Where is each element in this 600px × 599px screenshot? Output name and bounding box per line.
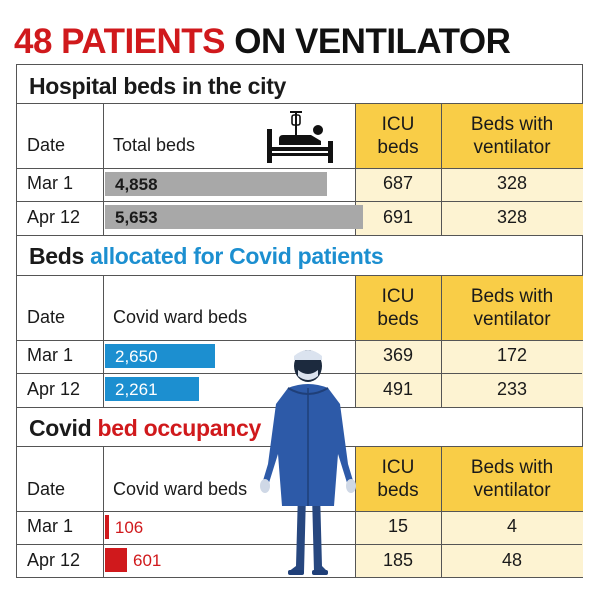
bar-occupancy-apr-12 <box>105 548 127 572</box>
divider <box>17 168 582 169</box>
section-3-title: Covid bed occupancy <box>29 415 261 442</box>
title-highlight: bed occupancy <box>97 415 262 441</box>
divider <box>17 235 582 236</box>
title-part: Beds <box>29 243 91 269</box>
col-divider <box>103 447 104 577</box>
ventilator-value: 172 <box>496 345 528 365</box>
hospital-bed-icon <box>267 111 333 163</box>
col-header-covid-ward-beds: Covid ward beds <box>113 307 248 327</box>
divider <box>17 275 582 276</box>
section-1-title: Hospital beds in the city <box>29 73 287 99</box>
col-divider <box>103 276 104 407</box>
icu-value: 687 <box>382 173 414 193</box>
col-header-ventilator: Beds with ventilator <box>470 114 554 158</box>
data-highlight <box>355 341 583 407</box>
infographic-frame: Hospital beds in the city Date Total bed… <box>16 64 583 578</box>
col-header-icu: ICU beds <box>377 286 419 330</box>
col-divider <box>355 104 356 235</box>
row-date: Mar 1 <box>27 173 74 193</box>
headline-rest: ON VENTILATOR <box>225 22 511 61</box>
bar-occupancy-mar-1 <box>105 515 109 539</box>
col-header-icu: ICU beds <box>377 457 419 501</box>
row-date: Apr 12 <box>27 379 81 399</box>
bar-covid-beds-apr-12 <box>105 377 199 401</box>
bar-total-beds-mar-1 <box>105 172 327 196</box>
col-header-date: Date <box>27 479 66 499</box>
col-divider <box>355 276 356 407</box>
col-header-total-beds: Total beds <box>113 135 196 155</box>
bar-label: 4,858 <box>115 175 158 194</box>
title-part: Covid <box>29 415 98 441</box>
icu-value: 185 <box>382 550 414 570</box>
col-header-date: Date <box>27 307 66 327</box>
row-date: Apr 12 <box>27 207 81 227</box>
bar-covid-beds-mar-1 <box>105 344 215 368</box>
row-date: Mar 1 <box>27 345 74 365</box>
col-header-ventilator: Beds with ventilator <box>470 457 554 501</box>
section-2-title: Beds allocated for Covid patients <box>29 243 384 270</box>
icu-value: 369 <box>382 345 414 365</box>
row-date: Mar 1 <box>27 516 74 536</box>
divider <box>17 340 582 341</box>
ventilator-value: 328 <box>496 207 528 227</box>
ventilator-value: 328 <box>496 173 528 193</box>
bar-label: 2,261 <box>115 380 158 399</box>
bar-label: 5,653 <box>115 208 158 227</box>
divider <box>17 103 582 104</box>
header-highlight <box>355 104 583 168</box>
col-divider <box>441 104 442 235</box>
row-date: Apr 12 <box>27 550 81 570</box>
icu-value: 691 <box>382 207 414 227</box>
bar-label: 601 <box>133 551 162 570</box>
header-highlight <box>355 447 583 511</box>
health-worker-ppe-icon <box>260 350 356 575</box>
data-highlight <box>355 169 583 235</box>
header-highlight <box>355 276 583 340</box>
col-divider <box>103 104 104 235</box>
col-header-covid-ward-beds: Covid ward beds <box>113 479 248 499</box>
col-header-icu: ICU beds <box>377 114 419 158</box>
bar-label: 2,650 <box>115 347 158 366</box>
col-header-date: Date <box>27 135 66 155</box>
col-divider <box>441 276 442 407</box>
bar-total-beds-apr-12 <box>105 205 363 229</box>
ventilator-value: 48 <box>501 550 523 570</box>
col-divider <box>355 447 356 577</box>
icu-value: 15 <box>387 516 409 536</box>
col-divider <box>441 447 442 577</box>
ventilator-value: 4 <box>506 516 517 536</box>
divider <box>17 201 582 202</box>
ventilator-value: 233 <box>496 379 528 399</box>
bar-label: 106 <box>114 518 144 537</box>
title-highlight: allocated for Covid patients <box>90 243 384 269</box>
headline-highlight: 48 PATIENTS <box>14 22 226 61</box>
headline: 48 PATIENTS ON VENTILATOR <box>14 20 511 64</box>
col-header-ventilator: Beds with ventilator <box>470 286 554 330</box>
icu-value: 491 <box>382 379 414 399</box>
